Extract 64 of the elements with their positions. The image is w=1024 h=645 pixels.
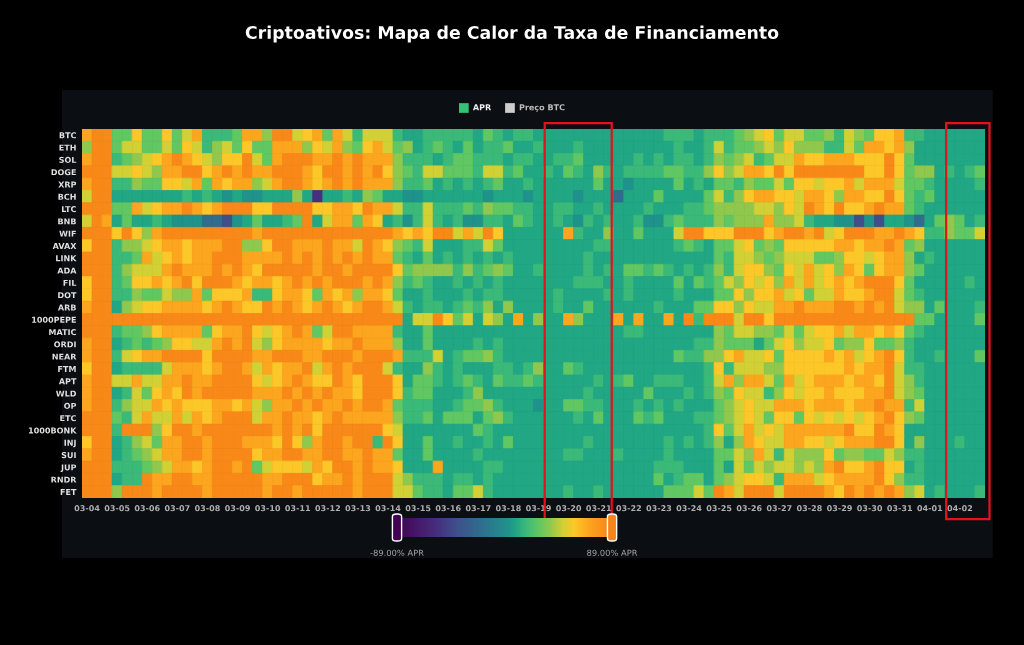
y-tick-label: 1000BONK: [28, 427, 77, 434]
y-tick-label: SUI: [61, 452, 76, 459]
y-tick-label: ETC: [60, 415, 76, 422]
y-tick-label: AVAX: [52, 243, 77, 249]
y-tick-label: DOGE: [51, 169, 76, 176]
x-tick-label: 03-23: [646, 505, 672, 512]
y-tick-label: RNDR: [51, 476, 77, 483]
x-tick-label: 03-16: [435, 505, 461, 512]
y-tick-label: BNB: [58, 218, 76, 225]
x-tick-label: 03-26: [736, 505, 762, 512]
x-tick-label: 03-20: [556, 505, 582, 512]
y-tick-label: DOT: [58, 292, 77, 299]
x-tick-label: 03-15: [405, 505, 431, 512]
y-tick-label: FIL: [63, 279, 77, 286]
y-tick-label: JUP: [60, 464, 77, 472]
x-tick-label: 03-27: [766, 505, 792, 512]
y-tick-label: ORDI: [54, 341, 76, 348]
x-tick-label: 03-29: [827, 505, 852, 512]
x-tick-label: 03-06: [134, 505, 160, 512]
x-tick-label: 03-30: [857, 505, 883, 512]
x-tick-label: 04-02: [947, 505, 973, 512]
y-tick-label: LTC: [62, 206, 76, 213]
y-tick-label: ARB: [57, 304, 76, 311]
color-bar-label: 89.00% APR: [587, 549, 638, 556]
x-tick-label: 03-18: [495, 505, 521, 512]
chart-title: Criptoativos: Mapa de Calor da Taxa de Financiamento: [245, 25, 779, 43]
y-tick-label: BTC: [59, 132, 76, 139]
y-tick-label: XRP: [58, 181, 77, 188]
x-tick-label: 03-08: [194, 505, 220, 512]
y-tick-label: MATIC: [49, 329, 76, 336]
y-tick-label: ETH: [59, 144, 76, 151]
x-tick-label: 03-10: [255, 505, 281, 512]
x-tick-label: 03-14: [375, 505, 401, 512]
x-tick-label: 03-11: [285, 505, 311, 512]
x-tick-label: 03-17: [465, 505, 491, 512]
y-tick-label: INJ: [64, 439, 76, 448]
y-tick-label: FET: [60, 489, 77, 495]
x-tick-label: 03-09: [225, 505, 250, 512]
x-tick-label: 03-21: [586, 505, 612, 512]
x-tick-label: 03-28: [796, 505, 822, 512]
y-tick-label: BCH: [58, 193, 76, 200]
y-tick-label: APT: [58, 378, 77, 385]
x-tick-label: 03-05: [104, 505, 130, 512]
x-tick-label: 03-31: [887, 505, 913, 512]
y-tick-label: 1000PEPE: [32, 316, 76, 323]
y-tick-label: FTM: [58, 366, 76, 372]
x-tick-label: 03-07: [164, 505, 190, 512]
x-tick-label: 03-22: [616, 505, 641, 512]
y-tick-label: WIF: [59, 230, 76, 237]
x-tick-label: 03-25: [706, 505, 732, 512]
y-tick-label: ADA: [57, 267, 77, 274]
y-tick-label: WLD: [56, 390, 77, 397]
y-tick-label: OP: [64, 402, 77, 409]
text: APR: [472, 104, 492, 111]
y-tick-label: LINK: [56, 255, 77, 262]
x-tick-label: 04-01: [917, 505, 943, 512]
y-tick-label: NEAR: [52, 353, 77, 360]
x-tick-label: 03-12: [315, 505, 341, 512]
text: Preço BTC: [519, 104, 565, 112]
color-bar-label: -89.00% APR: [370, 549, 424, 556]
x-tick-label: 03-13: [345, 505, 371, 512]
x-tick-label: 03-24: [676, 505, 702, 512]
x-tick-label: 03-04: [74, 505, 100, 512]
y-tick-label: SOL: [59, 156, 77, 163]
